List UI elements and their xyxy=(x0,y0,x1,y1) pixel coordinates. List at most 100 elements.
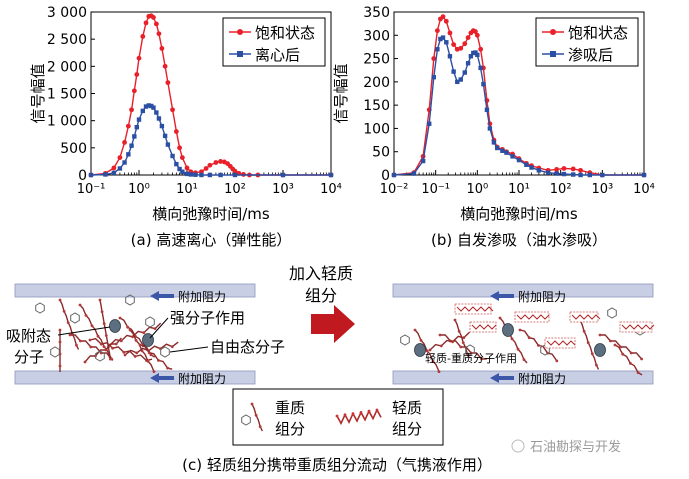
data-point xyxy=(475,52,480,58)
light-chain xyxy=(621,324,655,330)
data-point xyxy=(545,170,551,175)
heavy-chain xyxy=(59,299,80,350)
atom-node xyxy=(629,351,633,355)
atom-node xyxy=(104,334,108,337)
x-tick-label: 10⁴ xyxy=(320,182,342,197)
heavy-chain xyxy=(84,337,122,363)
adsorption-site xyxy=(414,343,426,357)
legend-light-chain-icon xyxy=(336,408,382,426)
data-point xyxy=(431,75,436,80)
chart-b: 0 50 100 150 200 250 300 350 10⁻² 10⁻¹ 10⁰ 10¹ 10² 10… xyxy=(332,5,655,249)
data-point xyxy=(478,46,484,52)
data-point xyxy=(159,46,165,51)
data-point xyxy=(154,110,159,115)
atom-node xyxy=(135,351,139,355)
x-axis-label: 横向弛豫时间/ms xyxy=(152,205,270,223)
atom-node xyxy=(453,318,457,322)
right-top-wall xyxy=(392,283,654,298)
atom-node xyxy=(149,353,153,357)
x-tick-label: 10³ xyxy=(591,182,613,197)
atom-node xyxy=(58,328,62,332)
atom-node xyxy=(100,310,104,314)
data-point xyxy=(495,145,500,151)
data-point xyxy=(143,20,149,26)
atom-node xyxy=(586,341,590,344)
y-axis-label: 信号幅值 xyxy=(332,63,350,123)
adsorption-site xyxy=(109,319,121,333)
heavy-chain xyxy=(439,334,487,360)
atom-node xyxy=(461,341,465,344)
x-tick-label: 10³ xyxy=(272,182,294,197)
atom-node xyxy=(250,402,254,406)
data-point xyxy=(134,72,140,77)
force-arrow-icon xyxy=(150,373,174,383)
mechanism-diagram: 附加阻力附加阻力附加阻力附加阻力吸附态分子强分子作用自由态分子加入轻质组分轻质-… xyxy=(6,264,655,474)
chart-a: 0 500 1 000 1 500 2 000 2 500 3 000 10⁻¹ 10⁰ 10¹ 1… xyxy=(29,5,342,249)
atom-node xyxy=(123,353,127,357)
atom-node xyxy=(102,345,106,348)
atom-node xyxy=(131,335,135,339)
y-tick-label: 200 xyxy=(363,75,390,91)
data-point xyxy=(136,55,142,61)
x-tick-label: 10² xyxy=(550,182,572,197)
x-tick-label: 10¹ xyxy=(176,182,198,197)
y-tick-label: 50 xyxy=(372,145,390,161)
legend-heavy-label-2: 组分 xyxy=(275,420,305,438)
atom-node xyxy=(79,339,82,343)
legend-marker xyxy=(550,51,556,57)
data-point xyxy=(427,121,432,126)
legend-heavy-label-1: 重质 xyxy=(275,399,305,417)
y-tick-label: 2 500 xyxy=(47,32,87,48)
atom-node xyxy=(419,339,423,342)
data-point xyxy=(140,34,146,39)
atom-node xyxy=(640,357,643,361)
atom-node xyxy=(582,329,586,333)
atom-node xyxy=(636,371,640,374)
data-point xyxy=(435,47,440,52)
data-point xyxy=(199,172,204,178)
adsorbed-label-2: 分子 xyxy=(14,348,44,366)
data-point xyxy=(561,166,567,171)
aromatic-ring xyxy=(465,344,475,356)
atom-node xyxy=(170,345,174,349)
atom-node xyxy=(462,336,466,340)
y-tick-label: 300 xyxy=(363,28,390,44)
atom-node xyxy=(518,328,522,332)
data-point xyxy=(524,162,529,167)
x-tick-label: 10² xyxy=(224,182,246,197)
data-point xyxy=(431,56,437,61)
force-label: 附加阻力 xyxy=(178,290,226,304)
atom-node xyxy=(367,409,371,413)
arrow-label-1: 加入轻质 xyxy=(289,264,353,283)
adsorption-site xyxy=(502,323,514,337)
atom-node xyxy=(258,425,262,428)
y-tick-label: 1 000 xyxy=(47,114,87,130)
data-point xyxy=(411,171,417,176)
atom-node xyxy=(78,303,82,307)
y-tick-label: 150 xyxy=(363,98,390,114)
data-point xyxy=(111,170,117,176)
atom-node xyxy=(157,359,160,362)
data-point xyxy=(451,42,457,47)
legend-light-label-2: 组分 xyxy=(392,420,422,438)
data-point xyxy=(126,152,131,157)
data-point xyxy=(153,21,159,27)
atom-node xyxy=(153,327,157,330)
atom-node xyxy=(459,345,463,349)
data-point xyxy=(184,171,190,177)
data-point xyxy=(218,159,223,164)
light-chain xyxy=(571,314,601,320)
light-chain xyxy=(546,340,576,346)
data-point xyxy=(177,166,182,172)
data-point xyxy=(134,124,140,130)
watermark-text: 石油勘探与开发 xyxy=(530,439,621,455)
atom-node xyxy=(413,328,417,332)
force-label: 附加阻力 xyxy=(518,290,566,304)
data-point xyxy=(207,172,213,178)
legend-box xyxy=(535,17,639,67)
y-tick-label: 3 000 xyxy=(47,5,87,21)
atom-node xyxy=(527,336,531,340)
force-label: 附加阻力 xyxy=(518,372,566,386)
atom-node xyxy=(118,316,122,320)
aromatic-ring xyxy=(607,307,617,319)
